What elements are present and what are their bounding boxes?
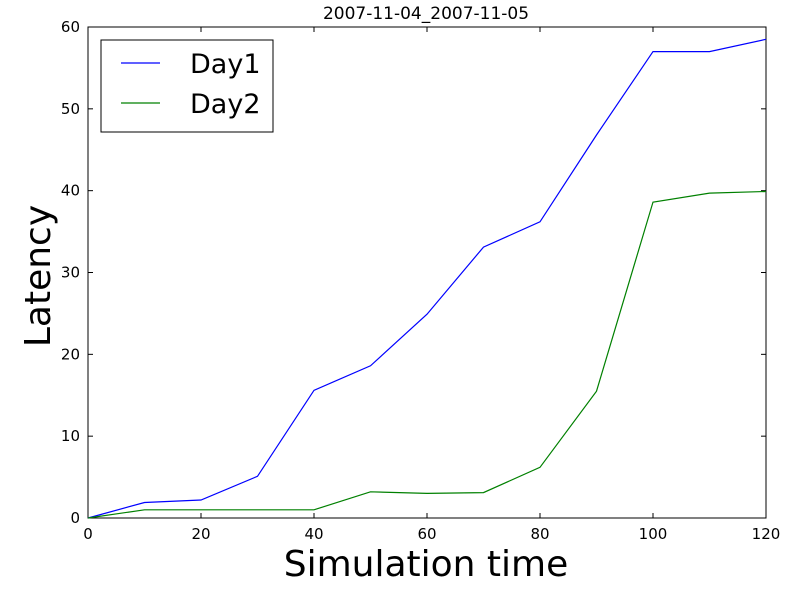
y-axis-title: Latency <box>18 205 59 347</box>
y-tick-label-60: 60 <box>61 18 80 36</box>
series-line-day1 <box>87 38 767 519</box>
x-tick-label-0: 0 <box>83 525 93 543</box>
x-tick-label-20: 20 <box>191 525 210 543</box>
series-lines <box>87 38 767 519</box>
chart-title: 2007-11-04_2007-11-05 <box>323 4 529 24</box>
x-axis-title: Simulation time <box>284 544 569 585</box>
series-line-day2 <box>87 190 767 519</box>
legend-label-day2: Day2 <box>190 89 261 120</box>
y-tick-label-10: 10 <box>61 427 80 445</box>
x-tick-label-100: 100 <box>639 525 668 543</box>
x-tick-label-80: 80 <box>530 525 549 543</box>
y-tick-label-30: 30 <box>61 264 80 282</box>
y-tick-label-20: 20 <box>61 345 80 363</box>
legend: Day1 Day2 <box>100 39 274 133</box>
x-tick-label-60: 60 <box>417 525 436 543</box>
y-tick-label-50: 50 <box>61 100 80 118</box>
legend-box <box>100 39 274 133</box>
y-tick-label-0: 0 <box>70 509 80 527</box>
y-tick-label-40: 40 <box>61 182 80 200</box>
x-tick-label-120: 120 <box>752 525 781 543</box>
legend-label-day1: Day1 <box>190 49 261 80</box>
x-tick-label-40: 40 <box>304 525 323 543</box>
ticks-layer: 0 20 40 60 80 100 120 0 10 20 30 40 50 60 <box>61 18 780 543</box>
